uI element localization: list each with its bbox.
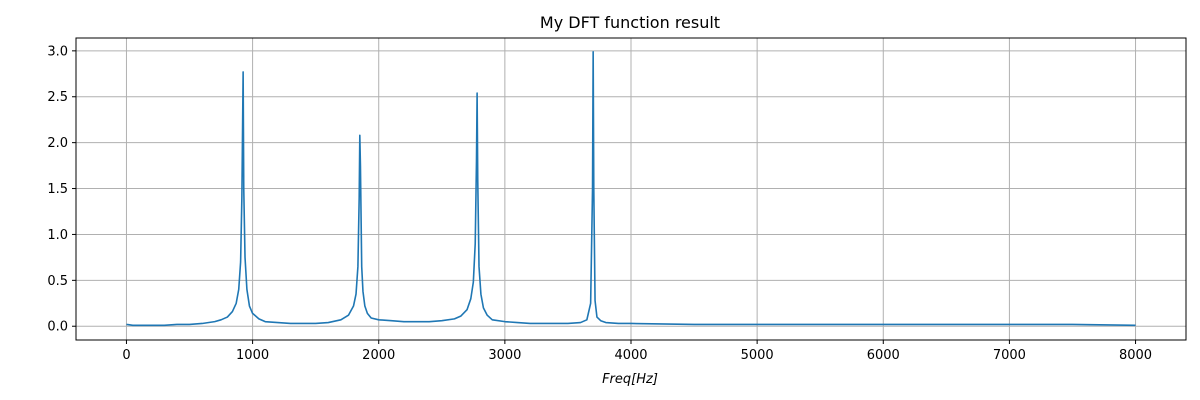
x-tick-label: 0 (122, 348, 130, 363)
x-tick-label: 7000 (993, 348, 1026, 363)
y-tick-label: 3.0 (47, 44, 68, 59)
x-axis: 0 1000 2000 3000 4000 5000 6000 7000 8000 (122, 340, 1152, 363)
y-tick-label: 2.5 (47, 90, 68, 105)
y-tick-label: 0.5 (47, 274, 68, 289)
x-tick-label: 2000 (362, 348, 395, 363)
dft-magnitude-line (126, 50, 1136, 327)
y-tick-label: 0.0 (47, 320, 68, 335)
x-tick-label: 4000 (614, 348, 647, 363)
x-tick-label: 5000 (741, 348, 774, 363)
chart-title: My DFT function result (540, 13, 720, 32)
x-axis-label: Freq[Hz] (602, 372, 658, 387)
y-axis: 0.0 0.5 1.0 1.5 2.0 2.5 3.0 (47, 44, 76, 335)
grid-lines (76, 38, 1186, 340)
y-tick-label: 1.5 (47, 182, 68, 197)
y-tick-label: 2.0 (47, 136, 68, 151)
y-tick-label: 1.0 (47, 228, 68, 243)
x-tick-label: 8000 (1119, 348, 1152, 363)
series-layer (126, 50, 1136, 327)
x-tick-label: 1000 (236, 348, 269, 363)
x-tick-label: 3000 (488, 348, 521, 363)
x-tick-label: 6000 (867, 348, 900, 363)
